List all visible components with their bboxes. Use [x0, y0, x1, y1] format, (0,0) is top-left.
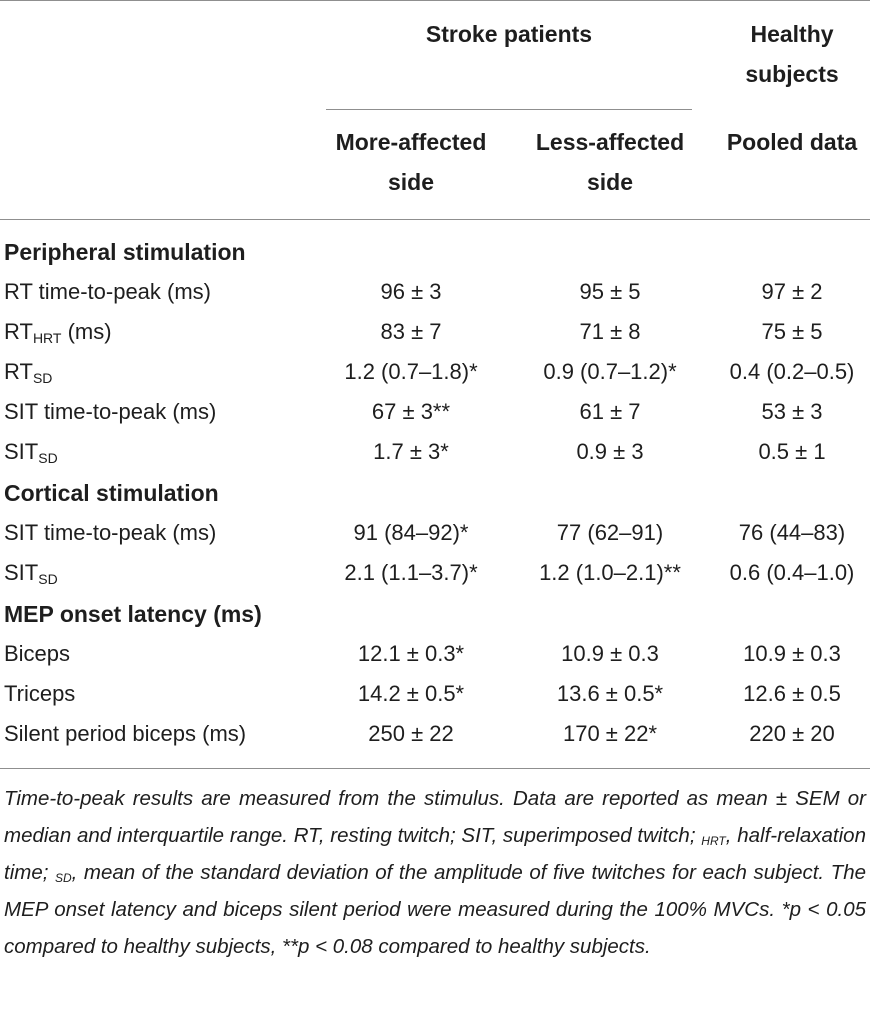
table-row: SIT time-to-peak (ms) 67 ± 3** 61 ± 7 53… — [0, 392, 870, 432]
table-row: Silent period biceps (ms) 250 ± 22 170 ±… — [0, 714, 870, 754]
row-label: Triceps — [4, 681, 76, 706]
row-label: SITSD — [4, 432, 58, 472]
cell-less-affected: 77 (62–91) — [556, 520, 664, 545]
row-label-subscript: SD — [38, 450, 58, 466]
table-bottom-rule — [0, 768, 870, 769]
cell-more-affected: 12.1 ± 0.3* — [357, 641, 465, 666]
table-footnote: Time-to-peak results are measured from t… — [4, 780, 866, 965]
cell-pooled: 220 ± 20 — [749, 721, 835, 746]
table-row: RTSD 1.2 (0.7–1.8)* 0.9 (0.7–1.2)* 0.4 (… — [0, 352, 870, 392]
row-label-main: RT — [4, 359, 33, 384]
row-label-main: RT — [4, 319, 33, 344]
header-healthy-subjects: Healthy subjects — [716, 14, 868, 94]
cell-more-affected: 2.1 (1.1–3.7)* — [344, 560, 478, 585]
cell-pooled: 0.6 (0.4–1.0) — [729, 560, 855, 585]
section-cortical-stimulation: Cortical stimulation — [4, 480, 219, 506]
table-row: Biceps 12.1 ± 0.3* 10.9 ± 0.3 10.9 ± 0.3 — [0, 634, 870, 674]
cell-pooled: 0.4 (0.2–0.5) — [729, 359, 855, 384]
row-label: RTSD — [4, 352, 52, 392]
table-row: SIT time-to-peak (ms) 91 (84–92)* 77 (62… — [0, 513, 870, 553]
cell-less-affected: 0.9 (0.7–1.2)* — [543, 359, 677, 384]
cell-more-affected: 14.2 ± 0.5* — [357, 681, 465, 706]
cell-less-affected: 13.6 ± 0.5* — [556, 681, 664, 706]
row-label-main: SIT — [4, 560, 39, 585]
table-row: SITSD 2.1 (1.1–3.7)* 1.2 (1.0–2.1)** 0.6… — [0, 553, 870, 593]
cell-pooled: 10.9 ± 0.3 — [743, 641, 841, 666]
header-more-affected-side: More-affected side — [300, 122, 522, 202]
cell-less-affected: 1.2 (1.0–2.1)** — [539, 560, 681, 585]
cell-more-affected: 67 ± 3** — [371, 399, 451, 424]
cell-pooled: 76 (44–83) — [738, 520, 846, 545]
cell-pooled: 97 ± 2 — [761, 279, 823, 304]
header-less-affected-side: Less-affected side — [500, 122, 720, 202]
row-label: Biceps — [4, 641, 71, 666]
row-label: SITSD — [4, 553, 58, 593]
row-label: Silent period biceps (ms) — [4, 721, 247, 746]
cell-more-affected: 1.7 ± 3* — [373, 439, 449, 464]
row-label-subscript: HRT — [32, 330, 62, 346]
header-healthy-line1: Healthy — [750, 21, 834, 47]
cell-less-affected: 71 ± 8 — [579, 319, 641, 344]
header-bottom-rule — [0, 219, 870, 220]
table-row: Triceps 14.2 ± 0.5* 13.6 ± 0.5* 12.6 ± 0… — [0, 674, 870, 714]
cell-less-affected: 10.9 ± 0.3 — [561, 641, 659, 666]
header-less-line1: Less-affected — [535, 129, 685, 155]
header-pooled-data: Pooled data — [726, 129, 858, 155]
row-label: RTHRT (ms) — [4, 312, 112, 352]
table-top-rule — [0, 0, 870, 1]
header-stroke-patients: Stroke patients — [425, 21, 593, 47]
cell-less-affected: 170 ± 22* — [562, 721, 658, 746]
cell-more-affected: 96 ± 3 — [380, 279, 442, 304]
row-label: RT time-to-peak (ms) — [4, 279, 212, 304]
row-label-unit: (ms) — [61, 319, 112, 344]
cell-pooled: 53 ± 3 — [761, 399, 823, 424]
row-label: SIT time-to-peak (ms) — [4, 520, 217, 545]
row-label-subscript: SD — [32, 370, 53, 386]
header-healthy-line2: subjects — [745, 61, 839, 87]
cell-more-affected: 91 (84–92)* — [353, 520, 469, 545]
cell-pooled: 75 ± 5 — [761, 319, 823, 344]
cell-more-affected: 1.2 (0.7–1.8)* — [344, 359, 478, 384]
table-row: RT time-to-peak (ms) 96 ± 3 95 ± 5 97 ± … — [0, 272, 870, 312]
section-mep-onset-latency: MEP onset latency (ms) — [4, 601, 262, 627]
cell-less-affected: 95 ± 5 — [579, 279, 641, 304]
header-less-line2: side — [586, 169, 634, 195]
header-more-line2: side — [387, 169, 435, 195]
stroke-group-rule — [326, 109, 692, 110]
footnote-text-1: Time-to-peak results are measured from t… — [4, 787, 866, 847]
cell-less-affected: 0.9 ± 3 — [576, 439, 644, 464]
section-peripheral-stimulation: Peripheral stimulation — [4, 239, 246, 265]
footnote-sub-hrt: HRT — [701, 834, 726, 848]
table-row: SITSD 1.7 ± 3* 0.9 ± 3 0.5 ± 1 — [0, 432, 870, 472]
cell-less-affected: 61 ± 7 — [579, 399, 641, 424]
cell-pooled: 12.6 ± 0.5 — [743, 681, 841, 706]
cell-pooled: 0.5 ± 1 — [758, 439, 826, 464]
header-more-line1: More-affected — [335, 129, 487, 155]
row-label-subscript: SD — [38, 571, 58, 587]
footnote-text-2: , half-relaxation time; — [4, 824, 866, 884]
cell-more-affected: 83 ± 7 — [380, 319, 442, 344]
row-label-main: SIT — [4, 439, 39, 464]
footnote-sub-sd: SD — [54, 871, 72, 885]
table-row: RTHRT (ms) 83 ± 7 71 ± 8 75 ± 5 — [0, 312, 870, 352]
row-label: SIT time-to-peak (ms) — [4, 399, 217, 424]
cell-more-affected: 250 ± 22 — [368, 721, 454, 746]
footnote-text-3: , mean of the standard deviation of the … — [4, 861, 866, 958]
